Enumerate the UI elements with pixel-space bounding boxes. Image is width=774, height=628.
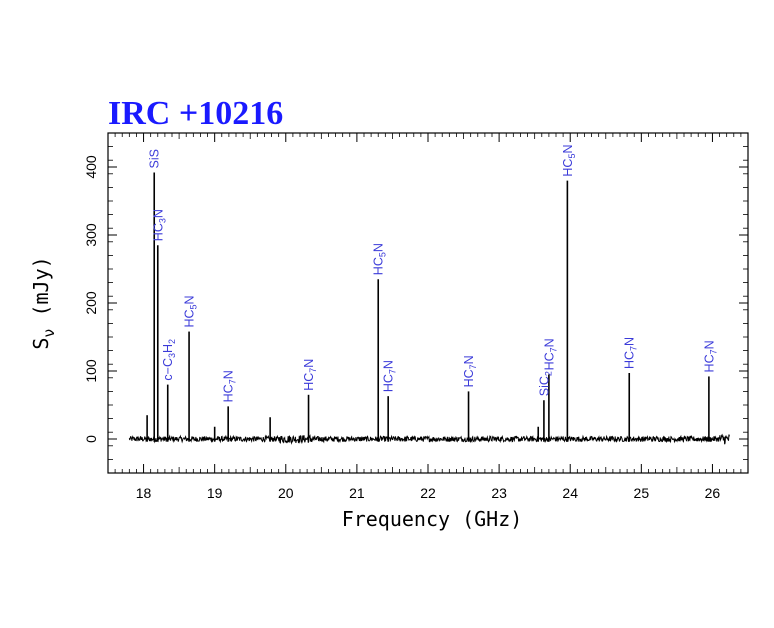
line-label: HC7N (222, 370, 238, 402)
x-tick-label: 20 (278, 485, 294, 501)
line-label: HC3N (151, 209, 167, 241)
x-tick-label: 24 (562, 485, 578, 501)
line-label: HC5N (372, 243, 388, 275)
line-label: HC7N (382, 360, 398, 392)
line-label: HC5N (561, 144, 577, 176)
y-tick-label: 0 (83, 435, 99, 443)
line-label: HC7N (302, 359, 318, 391)
x-axis-label: Frequency (GHz) (342, 507, 523, 531)
y-tick-label: 400 (83, 155, 99, 179)
x-tick-label: 21 (349, 485, 365, 501)
y-tick-label: 100 (83, 359, 99, 383)
y-axis-label: Sν (mJy) (29, 256, 58, 349)
plot-frame (107, 132, 749, 474)
spectrum-trace (128, 433, 730, 445)
x-tick-label: 23 (491, 485, 507, 501)
line-label: HC7N (623, 337, 639, 369)
x-tick-label: 26 (705, 485, 721, 501)
line-label: HC7N (542, 338, 558, 370)
y-tick-label: 200 (83, 291, 99, 315)
y-tick-label: 300 (83, 223, 99, 247)
baseline-noise (128, 433, 730, 445)
spectral-lines (146, 172, 710, 442)
x-tick-label: 18 (136, 485, 152, 501)
line-label: c−C3H2 (161, 339, 177, 381)
line-label: HC7N (462, 355, 478, 387)
line-label: SiC2 (537, 371, 553, 396)
line-label: HC5N (183, 295, 199, 327)
y-axis-ticks: 0 100 200 300 400 (83, 146, 748, 460)
x-tick-label: 19 (207, 485, 223, 501)
x-axis-ticks: 18 19 20 21 22 23 24 25 26 (114, 133, 742, 501)
line-label: SiS (148, 149, 162, 168)
x-tick-label: 22 (420, 485, 436, 501)
line-label: HC7N (702, 340, 718, 372)
x-tick-label: 25 (634, 485, 650, 501)
chart-title: IRC +10216 (108, 95, 283, 132)
